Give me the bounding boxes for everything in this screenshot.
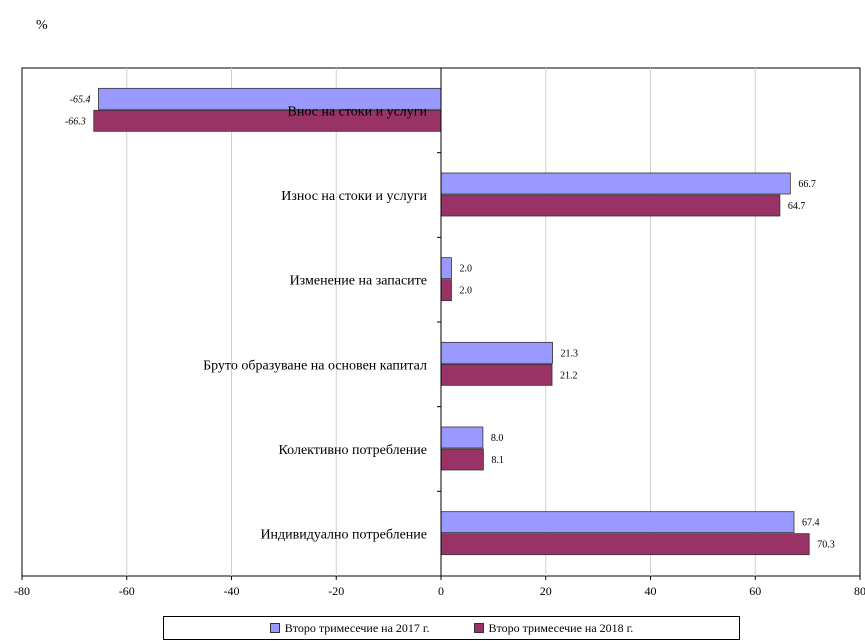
bar-s2-c2 [440, 194, 781, 217]
value-label-s1-c2: 66.7 [798, 179, 816, 190]
value-label-s1-c6: 67.4 [802, 518, 820, 529]
x-tick-label-3: -20 [328, 584, 344, 598]
legend: Второ тримесечие на 2017 г. Второ тримес… [163, 616, 740, 640]
value-label-s2-c5: 8.1 [491, 455, 504, 466]
unit-label: % [36, 18, 48, 33]
legend-item-2017: Второ тримесечие на 2017 г. [269, 620, 430, 636]
value-label-s1-c4: 21.3 [561, 348, 579, 359]
value-label-s1-c5: 8.0 [491, 433, 504, 444]
bar-s1-c4 [440, 341, 553, 364]
x-tick-label-1: -60 [119, 584, 135, 598]
value-label-s1-c3: 2.0 [459, 264, 472, 275]
bar-s1-c2 [440, 172, 791, 195]
bar-s2-c5 [440, 448, 484, 471]
bar-s2-c4 [440, 363, 553, 386]
x-tick-label-7: 60 [749, 584, 761, 598]
legend-label-2017: Второ тримесечие на 2017 г. [284, 620, 430, 635]
category-label-1: Внос на стоки и услуги [288, 104, 428, 119]
bar-s2-c3 [440, 279, 452, 302]
x-tick-label-6: 40 [645, 584, 657, 598]
bar-s1-c5 [440, 426, 484, 449]
legend-item-2018: Второ тримесечие на 2018 г. [473, 620, 634, 636]
x-tick-label-4: 0 [438, 584, 444, 598]
bar-s1-c6 [440, 511, 795, 534]
category-label-2: Износ на стоки и услуги [281, 189, 427, 204]
value-label-s2-c3: 2.0 [459, 286, 472, 297]
category-label-6: Индивидуално потребление [260, 528, 427, 543]
legend-swatch-2017 [269, 623, 280, 633]
value-label-s2-c4: 21.2 [560, 370, 578, 381]
x-tick-label-8: 80 [854, 584, 865, 598]
x-tick-label-5: 20 [540, 584, 552, 598]
legend-swatch-2018 [473, 623, 484, 633]
legend-label-2018: Второ тримесечие на 2018 г. [488, 620, 634, 635]
bar-s1-c3 [440, 257, 452, 280]
category-label-5: Колективно потребление [279, 443, 427, 458]
x-tick-label-0: -80 [14, 584, 30, 598]
category-label-3: Изменение на запасите [290, 274, 427, 289]
value-label-s1-c1: -65.4 [70, 94, 91, 105]
category-label-4: Бруто образуване на основен капитал [203, 358, 427, 373]
value-label-s2-c6: 70.3 [817, 540, 835, 551]
value-label-s2-c1: -66.3 [65, 116, 86, 127]
x-tick-label-2: -40 [224, 584, 240, 598]
value-label-s2-c2: 64.7 [788, 201, 806, 212]
bar-s2-c6 [440, 533, 810, 556]
